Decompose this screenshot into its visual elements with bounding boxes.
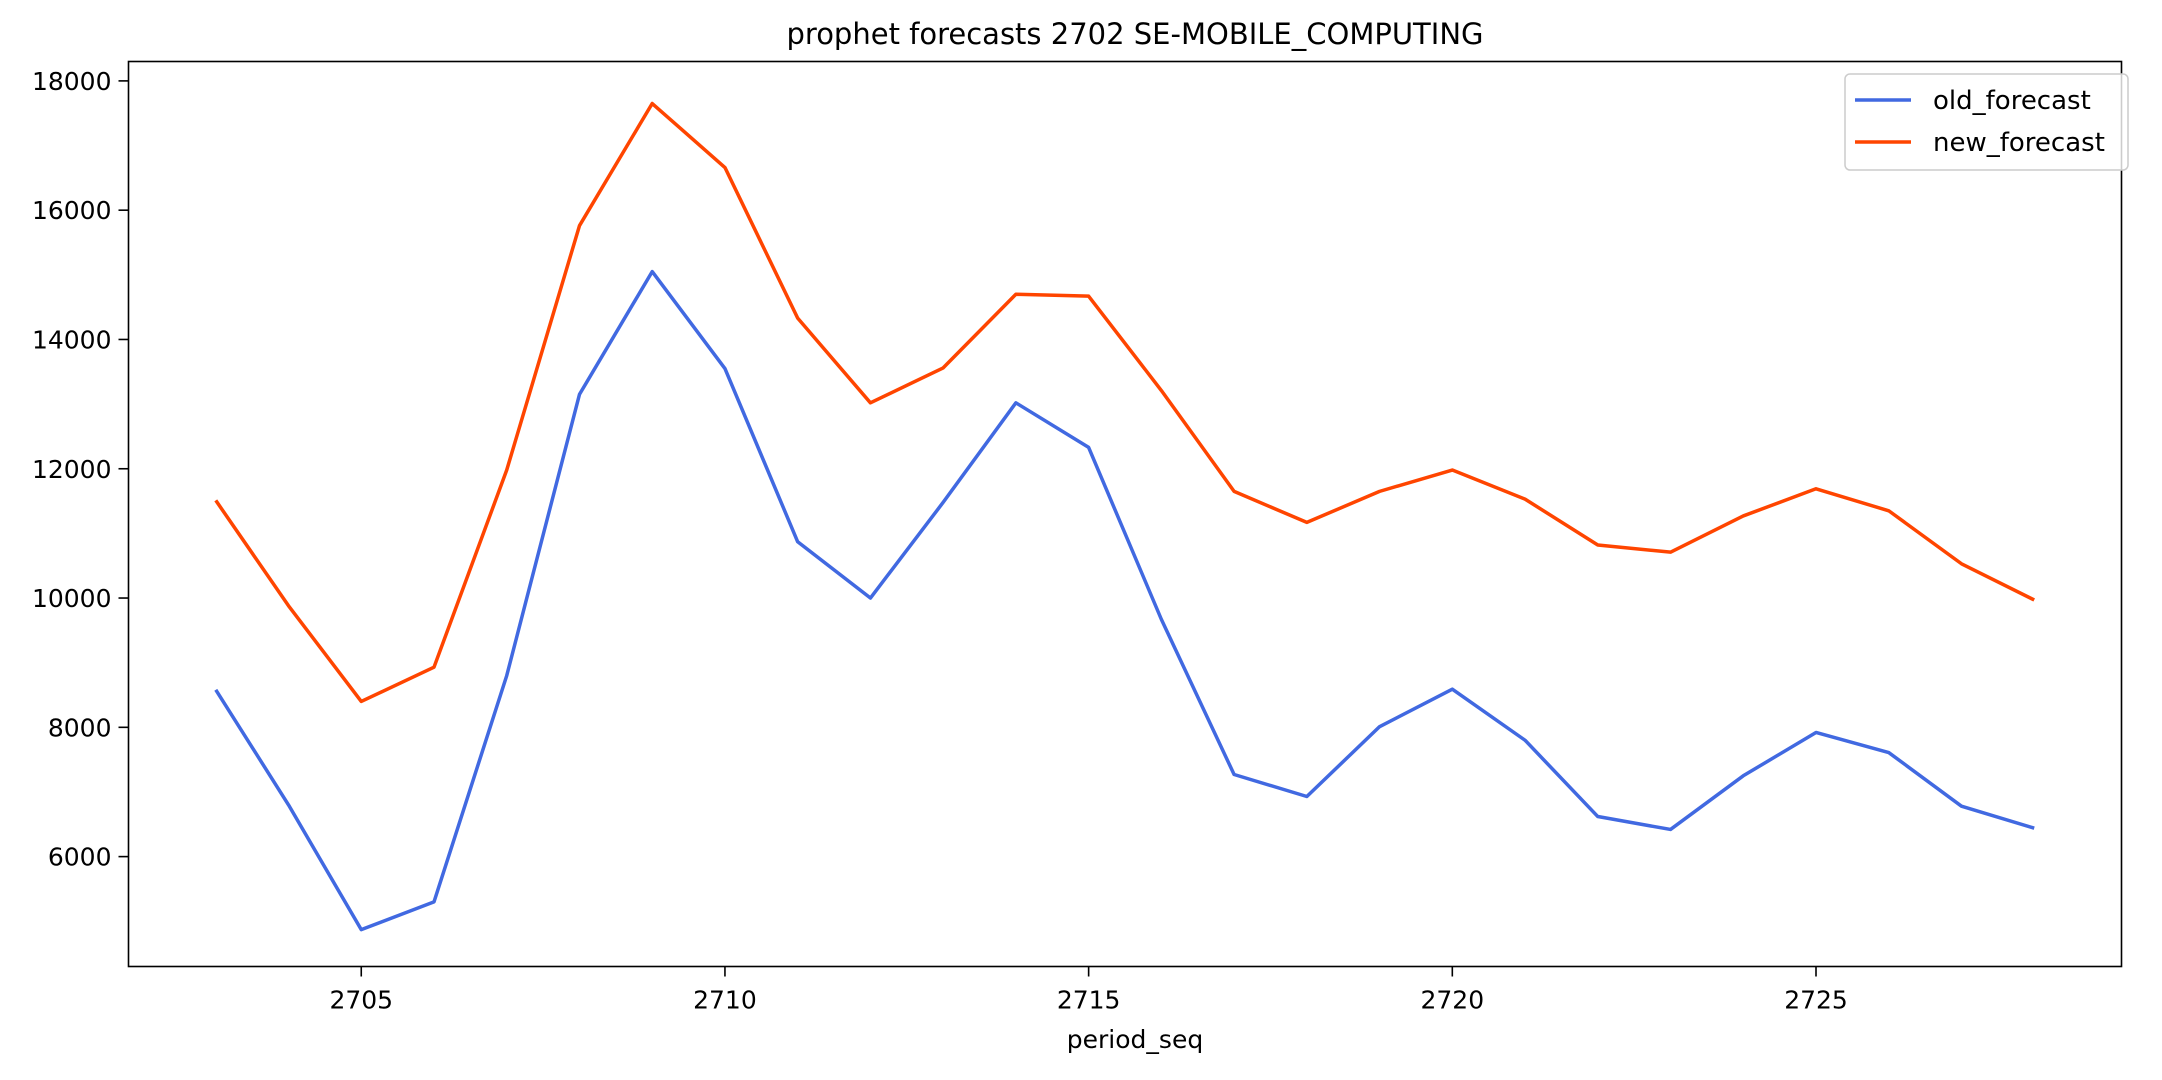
legend: old_forecast new_forecast (1844, 73, 2129, 171)
legend-label-new-forecast: new_forecast (1933, 128, 2105, 158)
x-axis-label: period_seq (1067, 1025, 1203, 1054)
plot-frame (127, 60, 2123, 968)
x-tick-label: 2710 (693, 986, 757, 1015)
y-tick-label: 6000 (48, 843, 112, 872)
y-tick-label: 10000 (32, 584, 112, 613)
x-tick-label: 2720 (1421, 986, 1485, 1015)
x-tick-label: 2705 (329, 986, 393, 1015)
y-tick-label: 14000 (32, 325, 112, 354)
y-axis: 6000 8000 10000 12000 14000 16000 18000 (32, 67, 129, 872)
x-tick-label: 2715 (1057, 986, 1121, 1015)
legend-frame (1844, 73, 2129, 171)
series-line-old-forecast (214, 269, 2035, 932)
x-axis: 2705 2710 2715 2720 2725 (329, 966, 1848, 1015)
series-layer (214, 101, 2035, 932)
y-tick-label: 8000 (48, 713, 112, 742)
legend-label-old-forecast: old_forecast (1933, 86, 2091, 116)
y-tick-label: 18000 (32, 67, 112, 96)
chart-title: prophet forecasts 2702 SE-MOBILE_COMPUTI… (787, 17, 1484, 51)
series-line-new-forecast (214, 101, 2035, 704)
x-tick-label: 2725 (1784, 986, 1848, 1015)
y-tick-label: 16000 (32, 196, 112, 225)
y-tick-label: 12000 (32, 455, 112, 484)
